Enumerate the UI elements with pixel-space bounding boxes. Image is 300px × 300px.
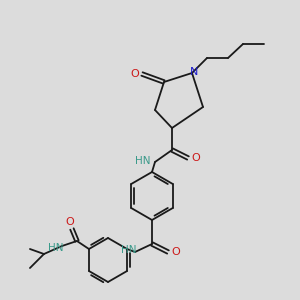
Text: O: O [66,217,74,227]
Text: HN: HN [136,156,151,166]
Text: HN: HN [122,245,137,255]
Text: O: O [130,69,140,79]
Text: O: O [192,153,200,163]
Text: N: N [190,67,198,77]
Text: O: O [172,247,180,257]
Text: HN: HN [48,243,64,253]
